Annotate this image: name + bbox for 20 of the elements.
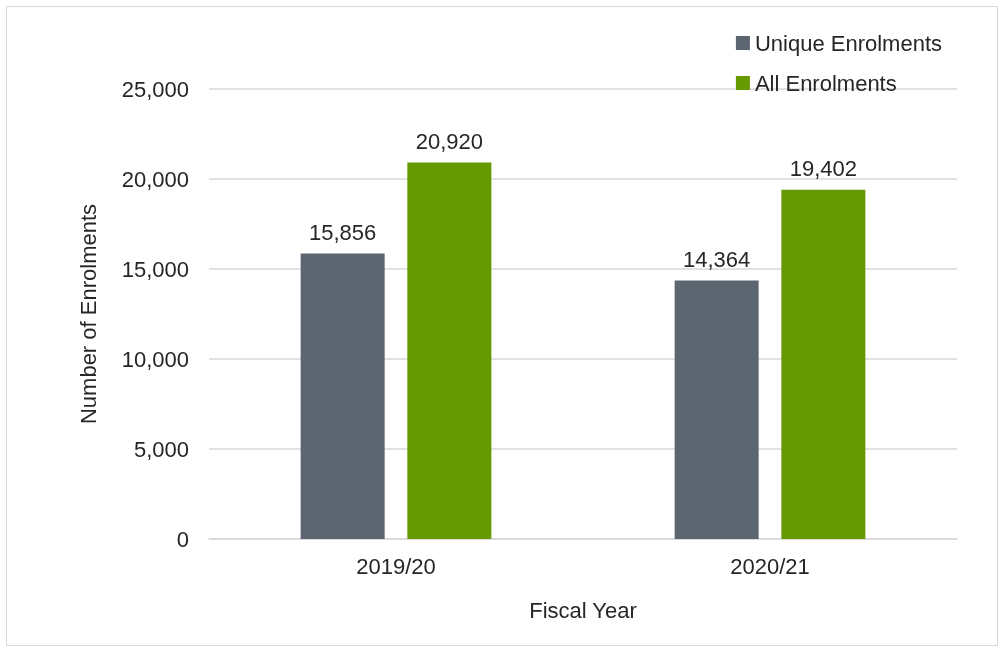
data-label: 15,856 — [308, 220, 377, 246]
y-tick-label: 15,000 — [121, 256, 189, 282]
x-tick-label: 2020/21 — [730, 553, 810, 579]
legend-label: All Enrolments — [754, 70, 897, 96]
bar — [300, 253, 385, 539]
bar — [781, 189, 866, 539]
y-tick-label: 0 — [176, 526, 189, 552]
legend-label: Unique Enrolments — [754, 30, 943, 56]
x-tick-label: 2019/20 — [356, 553, 436, 579]
y-tick-label: 5,000 — [133, 436, 189, 462]
data-label: 20,920 — [415, 128, 484, 154]
y-tick-label: 10,000 — [121, 346, 189, 372]
data-label: 19,402 — [789, 156, 858, 182]
y-tick-label: 25,000 — [121, 76, 189, 102]
y-tick-label: 20,000 — [121, 166, 189, 192]
data-label: 14,364 — [682, 246, 751, 272]
x-axis-title: Fiscal Year — [529, 597, 637, 623]
bar — [407, 162, 492, 539]
bar — [674, 280, 759, 539]
y-axis-title: Number of Enrolments — [75, 203, 101, 425]
